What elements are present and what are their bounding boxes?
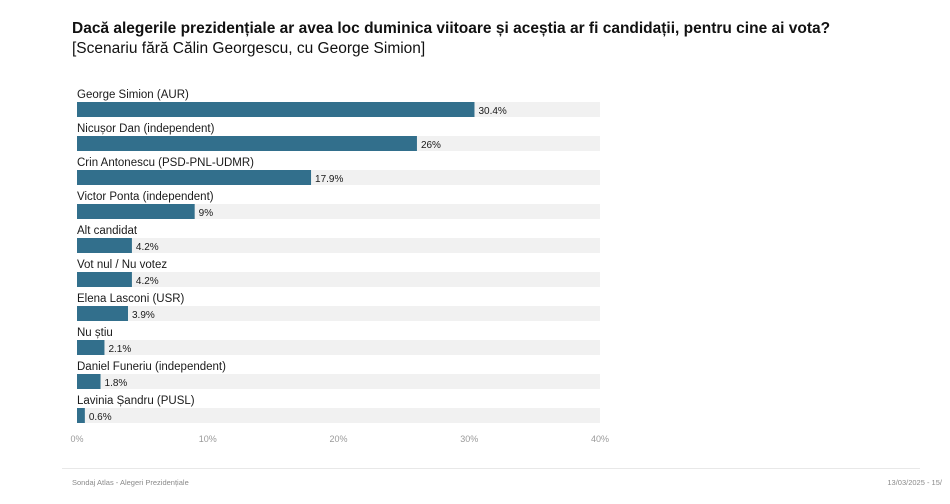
value-label: 30.4% — [478, 106, 506, 117]
category-label: Lavinia Șandru (PUSL) — [77, 395, 195, 407]
value-label: 17.9% — [315, 174, 343, 185]
value-label: 26% — [421, 140, 441, 151]
bar — [77, 238, 132, 253]
category-label: Elena Lasconi (USR) — [77, 293, 185, 305]
value-label: 4.2% — [136, 276, 159, 287]
chart-subtitle: [Scenariu fără Călin Georgescu, cu Georg… — [72, 40, 426, 57]
bar — [77, 204, 195, 219]
bar-track — [77, 204, 600, 219]
bar-track — [77, 408, 600, 423]
bar-track — [77, 340, 600, 355]
category-label: Victor Ponta (independent) — [77, 191, 214, 203]
bar-track — [77, 272, 600, 287]
x-tick-label: 10% — [199, 434, 217, 444]
category-label: Nu știu — [77, 327, 113, 339]
category-label: Daniel Funeriu (independent) — [77, 361, 226, 373]
bar — [77, 306, 128, 321]
x-tick-label: 20% — [329, 434, 347, 444]
value-label: 9% — [199, 208, 214, 219]
footer-date-page: 13/03/2025 - 15/ — [887, 478, 942, 487]
footer-source: Sondaj Atlas - Alegeri Prezidențiale — [72, 478, 189, 487]
bar — [77, 136, 417, 151]
bar-track — [77, 238, 600, 253]
bar — [77, 340, 105, 355]
bar — [77, 374, 101, 389]
value-label: 0.6% — [89, 412, 112, 423]
category-label: George Simion (AUR) — [77, 89, 189, 101]
category-label: Vot nul / Nu votez — [77, 259, 167, 271]
x-tick-label: 40% — [591, 434, 609, 444]
value-label: 2.1% — [108, 344, 131, 355]
value-label: 3.9% — [132, 310, 155, 321]
x-tick-label: 30% — [460, 434, 478, 444]
x-tick-label: 0% — [70, 434, 83, 444]
category-label: Crin Antonescu (PSD-PNL-UDMR) — [77, 157, 254, 169]
category-label: Alt candidat — [77, 225, 138, 237]
bar-track — [77, 374, 600, 389]
value-label: 4.2% — [136, 242, 159, 253]
bar-chart: George Simion (AUR) 30.4% Nicușor Dan (ind… — [70, 89, 609, 444]
bar-track — [77, 306, 600, 321]
footer-divider — [62, 468, 920, 469]
chart-title: Dacă alegerile prezidențiale ar avea loc… — [72, 20, 831, 37]
bar — [77, 102, 475, 117]
bar — [77, 170, 312, 185]
bar — [77, 408, 85, 423]
category-label: Nicușor Dan (independent) — [77, 123, 215, 135]
value-label: 1.8% — [105, 378, 128, 389]
bar — [77, 272, 132, 287]
